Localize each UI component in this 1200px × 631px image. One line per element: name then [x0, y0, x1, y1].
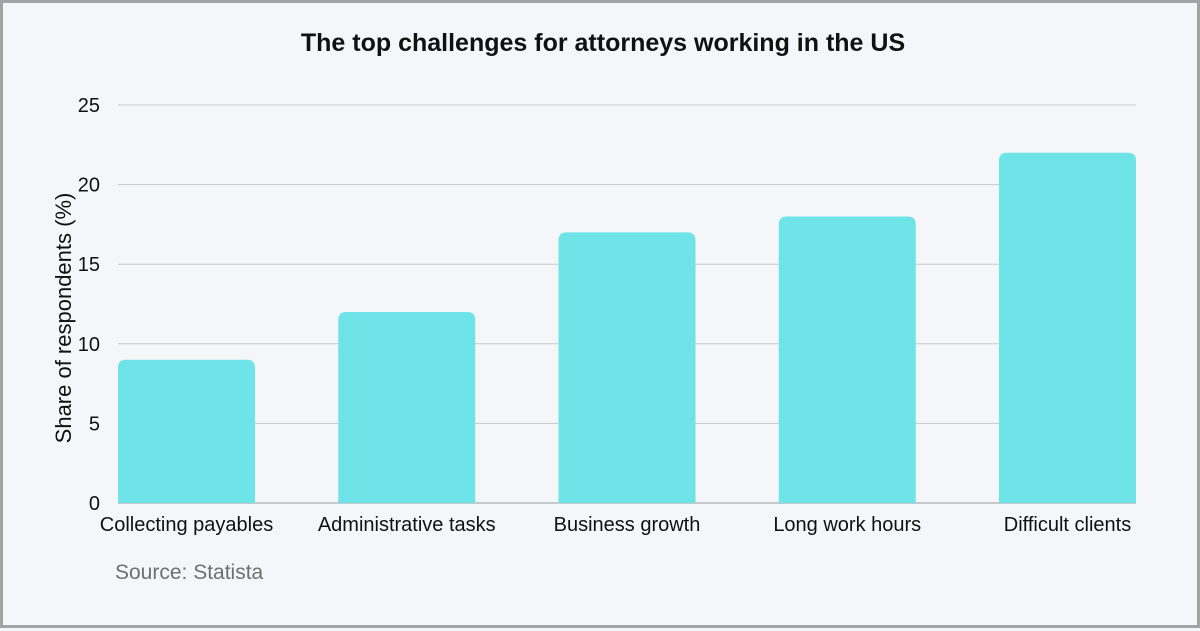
x-tick-label: Long work hours [773, 514, 921, 536]
bar-long-work-hours [778, 216, 916, 503]
y-tick-label: 5 [89, 413, 100, 435]
x-tick-label: Business growth [554, 514, 701, 536]
source-note: Source: Statista [115, 561, 264, 584]
y-tick-label: 15 [78, 254, 100, 276]
bars [118, 152, 1136, 504]
bar-administrative-tasks [338, 311, 476, 503]
y-tick-label: 0 [89, 493, 100, 515]
bar-difficult-clients [999, 152, 1136, 503]
y-tick-label: 20 [78, 175, 100, 197]
x-tick-label: Difficult clients [1004, 514, 1131, 536]
y-axis-label: Share of respondents (%) [51, 193, 76, 444]
bar-collecting-payables [118, 359, 255, 503]
y-tick-label: 25 [78, 95, 100, 117]
bar-chart: 0 5 10 15 20 25 Collecting payables Administra… [51, 95, 1136, 536]
chart-title: The top challenges for attorneys working… [300, 29, 906, 57]
y-tick-label: 10 [78, 334, 100, 356]
x-tick-label: Administrative tasks [318, 514, 496, 536]
y-axis-ticks: 0 5 10 15 20 25 [78, 95, 100, 515]
x-axis-ticks: Collecting payables Administrative tasks B… [100, 514, 1131, 536]
x-tick-label: Collecting payables [100, 514, 273, 536]
bar-business-growth [558, 232, 696, 504]
